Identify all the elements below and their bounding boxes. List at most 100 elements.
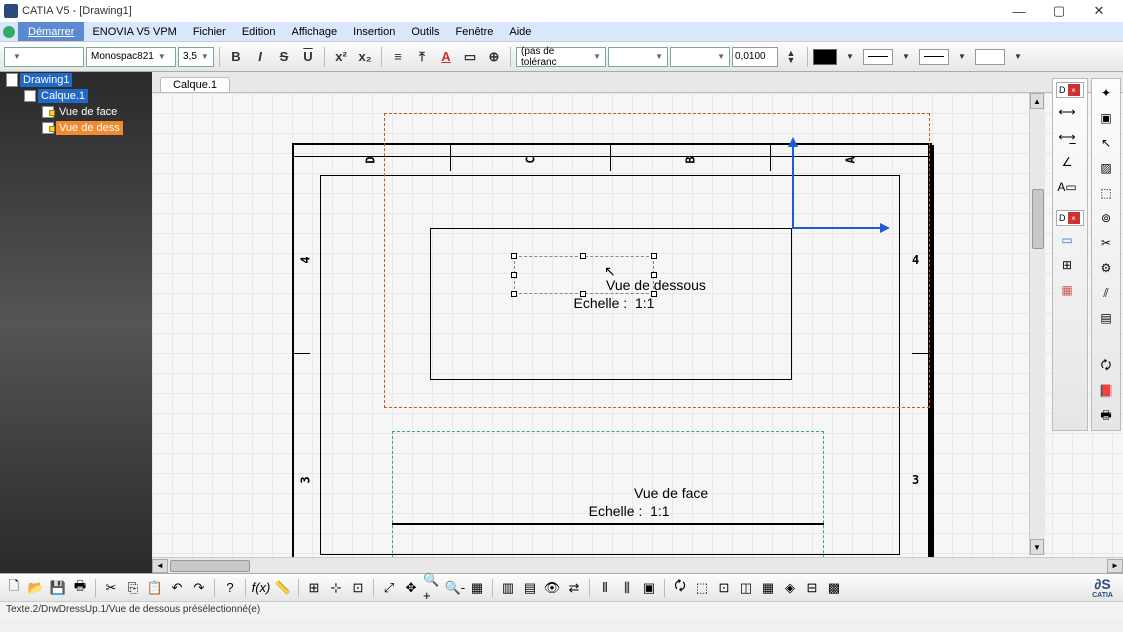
tool-c-icon[interactable]: ◫ [736, 578, 756, 598]
distribute-icon[interactable]: ⫼ [617, 578, 637, 598]
dropdown-3[interactable]: ▼ [670, 47, 730, 67]
new-sheet-icon[interactable]: ▤ [1095, 307, 1117, 329]
linestyle-dropdown[interactable]: ▼ [951, 46, 973, 68]
break-view-icon[interactable]: ⫽ [1095, 282, 1117, 304]
group-icon[interactable]: ▣ [639, 578, 659, 598]
hide-show-icon[interactable]: 👁 [542, 578, 562, 598]
copy-icon[interactable]: ⎘ [123, 578, 143, 598]
sel-handle[interactable] [511, 253, 517, 259]
update-icon-2[interactable]: 🗘 [670, 578, 690, 598]
menu-outils[interactable]: Outils [403, 26, 447, 38]
superscript-button[interactable]: x² [330, 46, 352, 68]
font-dropdown[interactable]: Monospac821▼ [86, 47, 176, 67]
scroll-left-arrow[interactable]: ◄ [152, 559, 168, 573]
close-button[interactable]: ✕ [1079, 0, 1119, 22]
swap-icon[interactable]: ⇄ [564, 578, 584, 598]
tolerance-value-dropdown[interactable]: ▼ [608, 47, 668, 67]
angle-dimension-icon[interactable]: ∠ [1056, 151, 1078, 173]
minimize-button[interactable]: ― [999, 0, 1039, 22]
section-view-icon[interactable]: ⬚ [1095, 182, 1117, 204]
sel-handle[interactable] [580, 291, 586, 297]
tool-e-icon[interactable]: ◈ [780, 578, 800, 598]
text-frame-button[interactable]: ▭ [459, 46, 481, 68]
detail-view-icon[interactable]: ⊚ [1095, 207, 1117, 229]
scroll-down-arrow[interactable]: ▼ [1030, 539, 1044, 555]
lineweight-dropdown[interactable]: ▼ [895, 46, 917, 68]
numeric-field[interactable]: 0,0100 [732, 47, 778, 67]
axis-icon[interactable]: ⊹ [326, 578, 346, 598]
font-size-dropdown[interactable]: 3,5▼ [178, 47, 214, 67]
front-view-icon[interactable]: ▣ [1095, 107, 1117, 129]
sel-handle[interactable] [651, 253, 657, 259]
print-icon[interactable]: 🖶 [1095, 405, 1117, 427]
sheet-tab[interactable]: Calque.1 [160, 77, 230, 92]
color-picker[interactable] [813, 49, 837, 65]
scroll-up-arrow[interactable]: ▲ [1030, 93, 1044, 109]
bold-button[interactable]: B [225, 46, 247, 68]
rectangle-icon[interactable]: ▭ [1056, 229, 1078, 251]
text-box-icon[interactable]: A▭ [1056, 176, 1078, 198]
line-weight-picker[interactable] [863, 49, 893, 65]
chain-dimension-icon[interactable]: ⟷̲ [1056, 126, 1078, 148]
new-icon[interactable]: 🗋 [4, 578, 24, 598]
tree-root[interactable]: Drawing1 [4, 72, 152, 88]
zoom-in-icon[interactable]: 🔍+ [423, 578, 443, 598]
tool-a-icon[interactable]: ⬚ [692, 578, 712, 598]
font-color-button[interactable]: A [435, 46, 457, 68]
grid-icon[interactable]: ⊞ [304, 578, 324, 598]
formula-icon[interactable]: f(x) [251, 578, 271, 598]
menu-affichage[interactable]: Affichage [283, 26, 345, 38]
view-mode-2-icon[interactable]: ▤ [520, 578, 540, 598]
tool-b-icon[interactable]: ⊡ [714, 578, 734, 598]
line-end-picker[interactable] [975, 49, 1005, 65]
print-icon[interactable]: 🖶 [70, 578, 90, 598]
open-icon[interactable]: 📂 [26, 578, 46, 598]
save-icon[interactable]: 💾 [48, 578, 68, 598]
clip-view-icon[interactable]: ✂ [1095, 232, 1117, 254]
dimension-icon[interactable]: ⟷ [1056, 101, 1078, 123]
grid-tool-icon[interactable]: ⊞ [1056, 254, 1078, 276]
vertical-scrollbar[interactable]: ▲ ▼ [1029, 93, 1045, 555]
sel-handle[interactable] [511, 291, 517, 297]
update-icon[interactable]: 🗘 [1095, 355, 1117, 377]
normal-view-icon[interactable]: ▦ [467, 578, 487, 598]
anchor-button[interactable]: ⤒ [411, 46, 433, 68]
horizontal-scrollbar[interactable]: ◄ ► [152, 557, 1123, 573]
symbol-button[interactable]: ⊕ [483, 46, 505, 68]
menu-demarrer[interactable]: Démarrer [18, 22, 84, 41]
sel-handle[interactable] [511, 272, 517, 278]
drawing-canvas[interactable]: D C B A 4 4 3 3 [152, 93, 1123, 557]
measure-icon[interactable]: 📏 [273, 578, 293, 598]
tool-d-icon[interactable]: ▦ [758, 578, 778, 598]
color-dropdown[interactable]: ▼ [839, 46, 861, 68]
view-mode-1-icon[interactable]: ▥ [498, 578, 518, 598]
strike-button[interactable]: S [273, 46, 295, 68]
fit-all-icon[interactable]: ⤢ [379, 578, 399, 598]
sel-handle[interactable] [651, 272, 657, 278]
maximize-button[interactable]: ▢ [1039, 0, 1079, 22]
hscroll-thumb[interactable] [170, 560, 250, 572]
zoom-out-icon[interactable]: 🔍- [445, 578, 465, 598]
menu-edition[interactable]: Edition [234, 26, 284, 38]
vscroll-thumb[interactable] [1032, 189, 1044, 249]
paste-icon[interactable]: 📋 [145, 578, 165, 598]
tree-view-dessous[interactable]: Vue de dess [40, 120, 152, 136]
overline-button[interactable]: U [297, 46, 319, 68]
align-button[interactable]: ≡ [387, 46, 409, 68]
style-dropdown[interactable]: ▼ [4, 47, 84, 67]
sel-handle[interactable] [651, 291, 657, 297]
compass-icon[interactable]: ✦ [1095, 82, 1117, 104]
line-style-picker[interactable] [919, 49, 949, 65]
tool-g-icon[interactable]: ▩ [824, 578, 844, 598]
sel-handle[interactable] [580, 253, 586, 259]
tool-f-icon[interactable]: ⊟ [802, 578, 822, 598]
menu-enovia[interactable]: ENOVIA V5 VPM [84, 26, 184, 38]
snap-icon[interactable]: ⊡ [348, 578, 368, 598]
tree-view-face[interactable]: Vue de face [40, 104, 152, 120]
hatch-icon[interactable]: ▦ [1056, 279, 1078, 301]
undo-icon[interactable]: ↶ [167, 578, 187, 598]
menu-aide[interactable]: Aide [501, 26, 539, 38]
subscript-button[interactable]: x₂ [354, 46, 376, 68]
menu-fenetre[interactable]: Fenêtre [447, 26, 501, 38]
redo-icon[interactable]: ↷ [189, 578, 209, 598]
